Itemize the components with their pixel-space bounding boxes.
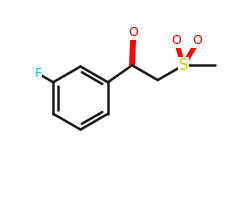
Text: F: F [34,67,42,80]
Text: O: O [128,26,138,39]
Text: O: O [172,34,181,47]
Text: S: S [179,58,188,73]
Text: O: O [192,34,202,47]
